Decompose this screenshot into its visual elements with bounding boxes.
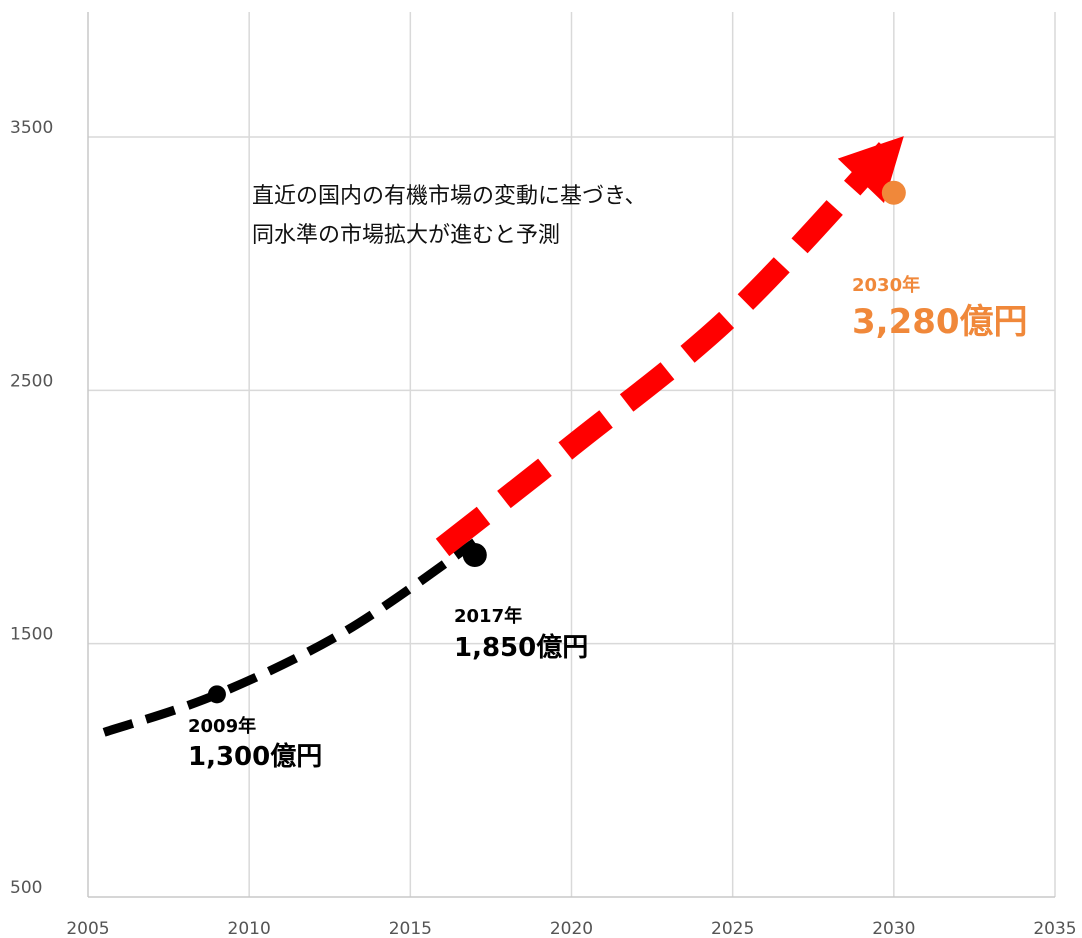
x-tick-2030: 2030 [872,919,915,938]
grid [88,12,1056,897]
x-tick-2015: 2015 [389,919,432,938]
data-point-2030 [881,180,906,205]
y-tick-3500: 3500 [10,118,53,138]
forecast-note-line-1: 直近の国内の有機市場の変動に基づき、 [252,184,646,209]
y-tick-500: 500 [10,878,42,898]
y-axis-ticks: 500 1500 2500 3500 [10,118,53,898]
annotation-2009-year: 2009年 [188,715,256,737]
data-points [207,180,906,704]
x-tick-2035: 2035 [1033,919,1076,938]
y-tick-1500: 1500 [10,625,53,645]
x-tick-2010: 2010 [228,919,271,938]
x-tick-2005: 2005 [66,919,109,938]
axes [87,12,1055,898]
x-tick-2020: 2020 [550,919,593,938]
x-tick-2025: 2025 [711,919,754,938]
annotation-2017-value: 1,850億円 [454,633,588,663]
data-point-2009 [207,685,226,704]
annotation-2030-value: 3,280億円 [852,302,1028,342]
x-axis-ticks: 2005 2010 2015 2020 2025 2030 2035 [66,919,1076,938]
annotation-2009: 2009年 1,300億円 [188,715,322,772]
annotation-2030-year: 2030年 [852,274,920,296]
forecast-note-line-2: 同水準の市場拡大が進むと予測 [252,223,560,248]
y-tick-2500: 2500 [10,371,53,391]
annotation-2017: 2017年 1,850億円 [454,605,588,663]
forecast-note: 直近の国内の有機市場の変動に基づき、 同水準の市場拡大が進むと予測 [252,184,646,248]
forecast-trend-line [435,134,902,557]
annotation-2030: 2030年 3,280億円 [852,274,1028,342]
annotation-2009-value: 1,300億円 [188,742,322,772]
data-point-2017 [462,543,487,567]
annotation-2017-year: 2017年 [454,605,522,627]
historical-trend-line [102,538,478,737]
